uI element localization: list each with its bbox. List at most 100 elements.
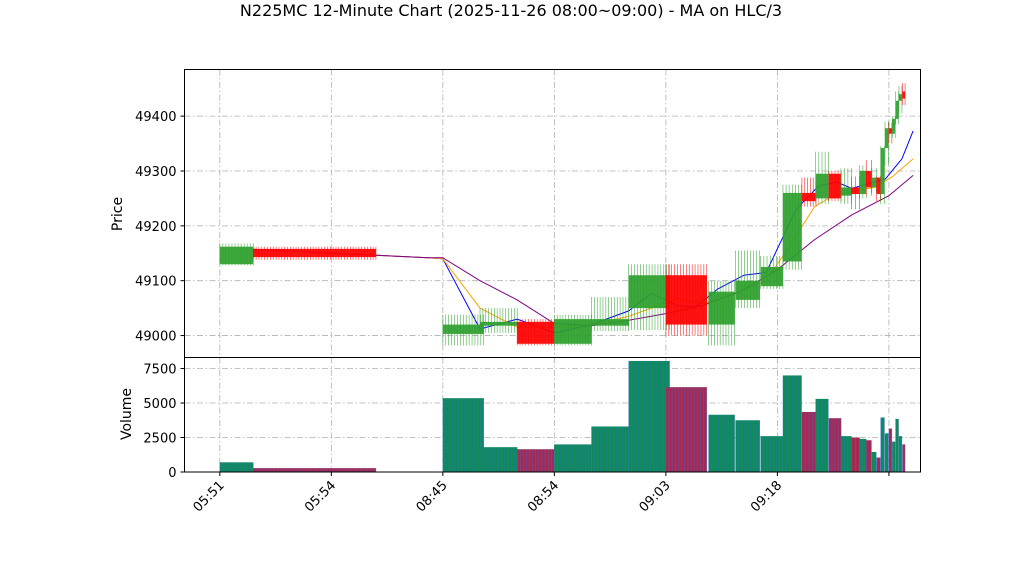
- chart-title: N225MC 12-Minute Chart (2025-11-26 08:00…: [240, 1, 782, 20]
- candle-body: [885, 128, 889, 148]
- volume-bar: [876, 457, 881, 472]
- candle-body: [735, 280, 760, 300]
- moving-average-line-1: [253, 130, 914, 334]
- volume-ytick-label: 0: [168, 466, 176, 481]
- volume-bar: [859, 438, 867, 472]
- volume-bar: [851, 437, 860, 472]
- candle-body: [840, 187, 852, 196]
- candle-up: [628, 264, 670, 331]
- volume-bar: [895, 418, 899, 472]
- price-ytick-label: 49200: [135, 220, 176, 235]
- volume-bar: [898, 436, 903, 472]
- candle-body: [892, 118, 896, 134]
- volume-bar: [665, 387, 708, 472]
- candle-body: [708, 291, 735, 325]
- candle-down: [516, 319, 555, 346]
- x-axis: 05:51 05:54 08:45 08:54 09:03 09:18: [191, 472, 890, 515]
- volume-bar: [902, 444, 906, 472]
- candle-body: [888, 128, 892, 134]
- candle-down: [665, 264, 708, 336]
- moving-average-line-2: [253, 158, 914, 328]
- candle-body: [902, 91, 906, 99]
- candle-body: [665, 275, 707, 325]
- candle-down: [865, 160, 872, 196]
- volume-bar: [628, 360, 670, 472]
- candle-body: [895, 100, 899, 119]
- candle-body: [866, 170, 872, 188]
- price-ytick-label: 49000: [135, 330, 176, 345]
- candle-body: [219, 246, 254, 265]
- candle-up: [884, 121, 889, 166]
- volume-ytick-label: 2500: [143, 432, 176, 447]
- candle-body: [591, 319, 629, 326]
- candle-up: [880, 146, 885, 204]
- volume-bar: [708, 414, 735, 472]
- volume-bar: [760, 436, 784, 472]
- candle-up: [859, 165, 867, 199]
- candle-body: [859, 170, 867, 195]
- volume-bar: [891, 441, 896, 472]
- candle-body: [801, 192, 817, 202]
- volume-bar: [888, 428, 893, 472]
- volume-bar: [591, 426, 629, 472]
- volume-bar: [884, 433, 889, 472]
- candle-down: [828, 170, 842, 202]
- volume-bar: [828, 418, 842, 472]
- candle-body: [851, 187, 860, 195]
- candle-up: [554, 314, 592, 346]
- volume-bar: [782, 375, 802, 472]
- volume-bar: [442, 398, 484, 472]
- candle-body: [554, 319, 592, 344]
- volume-axis-label: Volume: [119, 388, 135, 440]
- candle-up: [898, 85, 903, 114]
- candle-up: [760, 256, 784, 289]
- volume-ytick-label: 7500: [143, 363, 176, 378]
- candle-body: [815, 173, 829, 199]
- xtick-label: 09:18: [748, 478, 785, 515]
- candle-body: [480, 321, 518, 326]
- volume-bar: [801, 411, 817, 472]
- candle-up: [782, 184, 802, 270]
- volume-panel-frame: [184, 357, 921, 473]
- candle-down: [876, 176, 881, 202]
- candle-body: [760, 266, 783, 287]
- candle-down: [888, 122, 893, 144]
- volume-bar: [554, 444, 592, 472]
- candle-body: [871, 177, 877, 188]
- volume-panel: 0 2500 5000 7500 Volume: [119, 357, 921, 481]
- price-ytick-label: 49100: [135, 275, 176, 290]
- moving-average-line-3: [253, 175, 914, 327]
- candle-body: [828, 173, 842, 199]
- price-ytick-label: 49400: [135, 110, 176, 125]
- price-panel: 49000 49100 49200 49300 49400 Price: [110, 69, 921, 358]
- candle-body: [880, 147, 885, 195]
- candle-body: [442, 324, 484, 334]
- candle-up: [479, 308, 518, 333]
- volume-bar: [865, 440, 872, 472]
- volume-bar: [840, 436, 852, 472]
- candle-down: [252, 246, 377, 260]
- volume-bar: [253, 468, 377, 472]
- xtick-label: 05:54: [302, 478, 339, 515]
- volume-ytick-label: 5000: [143, 397, 176, 412]
- price-ytick-label: 49300: [135, 165, 176, 180]
- candle-up: [735, 250, 761, 309]
- candle-body: [253, 248, 376, 258]
- xtick-label: 08:45: [414, 478, 451, 515]
- candle-up: [891, 116, 896, 139]
- volume-bar: [479, 447, 518, 472]
- candle-body: [898, 94, 902, 101]
- volume-bar: [871, 451, 877, 472]
- candle-up: [219, 243, 254, 266]
- candle-up: [591, 297, 630, 332]
- candle-body: [628, 275, 670, 309]
- volume-bar: [735, 420, 760, 472]
- candle-up: [708, 280, 735, 346]
- xtick-label: 09:03: [637, 478, 674, 515]
- candle-up: [442, 314, 485, 346]
- price-axis-label: Price: [110, 197, 126, 231]
- volume-bar: [516, 449, 555, 472]
- volume-bar: [815, 398, 829, 472]
- candle-up: [815, 151, 829, 204]
- xtick-label: 05:51: [191, 478, 228, 515]
